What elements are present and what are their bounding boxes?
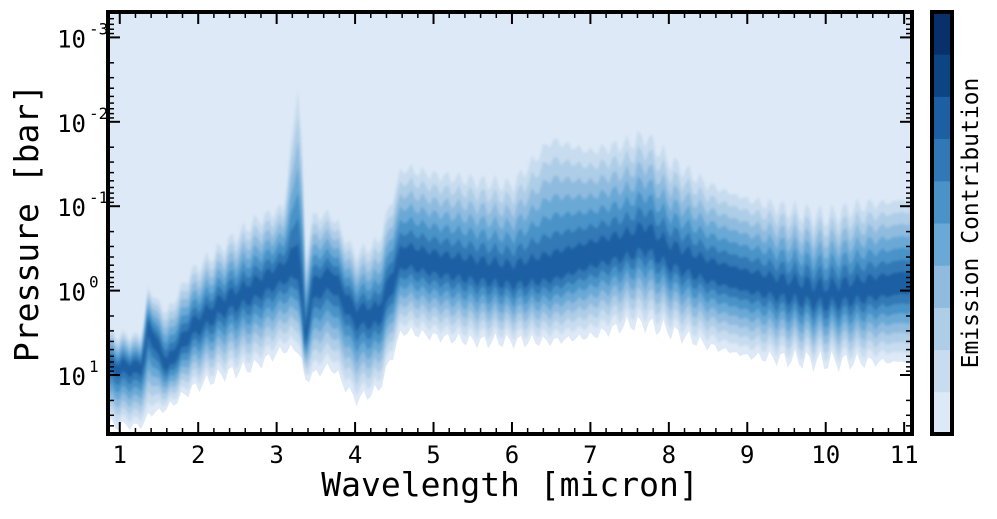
y-axis-label: Pressure [bar]	[7, 84, 46, 362]
y-tick-exponent--3: -3	[89, 19, 108, 38]
y-tick-label--1: 10	[57, 194, 86, 222]
y-tick-exponent-1: 1	[89, 357, 99, 376]
x-tick-label-2: 2	[191, 441, 205, 469]
x-tick-label-4: 4	[348, 441, 362, 469]
x-tick-label-8: 8	[662, 441, 676, 469]
y-tick-exponent-0: 0	[89, 273, 99, 292]
x-tick-label-7: 7	[583, 441, 597, 469]
x-tick-label-1: 1	[113, 441, 127, 469]
y-tick-label--2: 10	[57, 110, 86, 138]
contribution-level-7	[108, 221, 912, 378]
y-tick-exponent--2: -2	[89, 104, 108, 123]
colorbar-segment-6	[932, 138, 952, 182]
colorbar-segment-2	[932, 307, 952, 351]
colorbar-segment-0	[932, 391, 952, 435]
y-tick-label-0: 10	[57, 279, 86, 307]
y-tick-exponent--1: -1	[89, 188, 108, 207]
colorbar-segment-7	[932, 96, 952, 140]
colorbar-segment-9	[932, 12, 952, 55]
plot-frame	[106, 10, 914, 436]
x-axis-label: Wavelength [micron]	[321, 465, 699, 504]
colorbar-segment-3	[932, 265, 952, 308]
y-tick-label-1: 10	[57, 363, 86, 391]
colorbar-segment-5	[932, 180, 952, 224]
contribution-level-6	[108, 206, 912, 386]
x-tick-label-9: 9	[740, 441, 754, 469]
colorbar-label: Emission Contribution	[958, 78, 984, 369]
colorbar-segment-4	[932, 223, 952, 266]
deep-atmosphere-region	[108, 316, 912, 434]
x-tick-label-6: 6	[505, 441, 519, 469]
y-tick-label--3: 10	[57, 25, 86, 53]
contribution-level-5	[108, 191, 912, 393]
x-tick-label-10: 10	[811, 441, 840, 469]
colorbar-segment-8	[932, 54, 952, 97]
colorbar-segment-1	[932, 349, 952, 393]
x-tick-label-5: 5	[426, 441, 440, 469]
colorbar-frame	[930, 10, 954, 436]
x-tick-label-3: 3	[269, 441, 283, 469]
x-tick-label-11: 11	[890, 441, 919, 469]
